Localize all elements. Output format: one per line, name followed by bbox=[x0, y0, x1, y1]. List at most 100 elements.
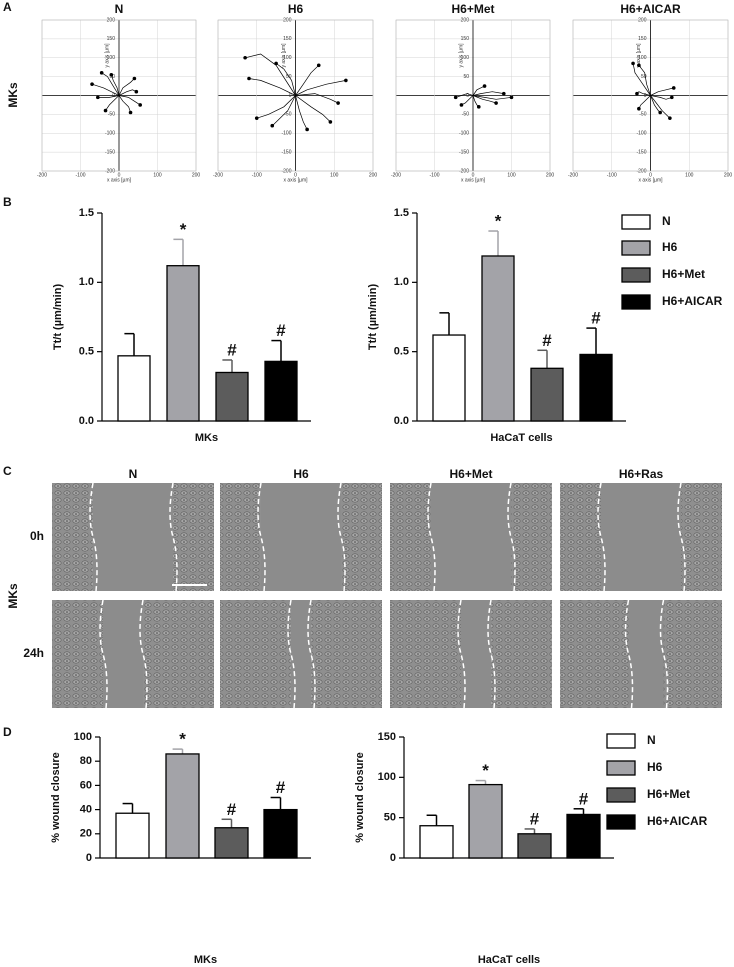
legend-swatch bbox=[621, 240, 651, 256]
track-end bbox=[132, 76, 137, 81]
track-end bbox=[476, 105, 481, 109]
track-end bbox=[243, 55, 247, 60]
panel-label: B bbox=[3, 195, 12, 209]
x-axis-label: x axis [µm] bbox=[107, 177, 132, 183]
bar bbox=[115, 812, 150, 859]
chart-title: H6 bbox=[288, 2, 304, 16]
y-tick-label: -150 bbox=[459, 149, 469, 155]
bar bbox=[263, 808, 298, 859]
significance-mark: * bbox=[482, 761, 489, 780]
track bbox=[472, 91, 504, 96]
track-end bbox=[502, 91, 506, 96]
track bbox=[472, 95, 497, 104]
y-tick-label: 1.5 bbox=[394, 207, 409, 219]
y-tick-label: -150 bbox=[636, 149, 646, 155]
x-tick-label: -100 bbox=[75, 172, 85, 178]
track bbox=[118, 78, 135, 96]
track-end bbox=[658, 110, 662, 115]
column-title: N bbox=[129, 467, 138, 481]
x-tick-label: 200 bbox=[724, 172, 733, 178]
y-tick-label: -50 bbox=[462, 112, 469, 118]
y-tick-label: 0.5 bbox=[79, 346, 94, 358]
track-end bbox=[270, 123, 275, 128]
significance-mark: # bbox=[591, 309, 601, 328]
track-end bbox=[344, 78, 348, 83]
wound-edge bbox=[677, 482, 686, 592]
track-end bbox=[637, 106, 641, 111]
y-tick-label: -200 bbox=[459, 168, 469, 174]
track bbox=[97, 95, 120, 98]
y-tick-label: -100 bbox=[459, 131, 469, 137]
y-tick-label: 0.0 bbox=[79, 415, 94, 427]
y-axis-label: Tt/t (µm/min) bbox=[367, 284, 379, 351]
track-end bbox=[305, 127, 309, 132]
y-tick-label: 1.0 bbox=[394, 276, 409, 288]
track-end bbox=[328, 120, 333, 124]
x-tick-label: 0 bbox=[118, 172, 121, 178]
track-end bbox=[453, 95, 458, 100]
panel-label: D bbox=[3, 725, 12, 739]
x-axis-label: HaCaT cells bbox=[490, 432, 552, 444]
track bbox=[101, 72, 120, 96]
x-tick-label: 0 bbox=[472, 172, 475, 178]
y-tick-label: 100 bbox=[638, 55, 647, 61]
track bbox=[105, 95, 120, 111]
x-tick-label: 100 bbox=[685, 172, 694, 178]
x-tick-label: 100 bbox=[507, 172, 516, 178]
row-label: MKs bbox=[6, 82, 20, 108]
track bbox=[295, 65, 320, 96]
chart-title: H6+AICAR bbox=[620, 2, 681, 16]
track bbox=[295, 95, 331, 123]
legend-swatch bbox=[621, 214, 651, 230]
plot-frame bbox=[41, 19, 197, 172]
track bbox=[91, 83, 120, 96]
x-axis-label: HaCaT cells bbox=[478, 954, 540, 966]
y-tick-label: 150 bbox=[461, 36, 470, 42]
y-axis-label: y axis [µm] bbox=[636, 43, 642, 68]
column-title: H6 bbox=[293, 467, 309, 481]
y-tick-label: -150 bbox=[281, 149, 291, 155]
y-tick-label: 200 bbox=[283, 17, 292, 23]
track bbox=[650, 95, 661, 113]
y-tick-label: 0 bbox=[112, 93, 115, 99]
x-axis-label: x axis [µm] bbox=[461, 177, 486, 183]
y-tick-label: 100 bbox=[378, 771, 396, 783]
chart-title: N bbox=[115, 2, 124, 16]
track bbox=[650, 95, 671, 119]
y-tick-label: 0.5 bbox=[394, 346, 409, 358]
plot-frame bbox=[395, 19, 551, 172]
bar bbox=[481, 255, 515, 422]
row-label: MKs bbox=[6, 583, 20, 609]
track-end bbox=[668, 116, 672, 120]
y-tick-label: -50 bbox=[284, 112, 291, 118]
track-end bbox=[103, 108, 108, 113]
significance-mark: # bbox=[276, 778, 286, 797]
bar bbox=[468, 783, 503, 859]
track-end bbox=[96, 95, 100, 100]
legend-label: H6+Met bbox=[662, 267, 705, 281]
y-tick-label: 150 bbox=[283, 36, 292, 42]
legend-label: N bbox=[647, 733, 656, 747]
y-tick-label: 100 bbox=[461, 55, 470, 61]
bar bbox=[214, 827, 249, 859]
significance-mark: * bbox=[495, 212, 502, 231]
track bbox=[295, 93, 339, 104]
x-tick-label: -100 bbox=[252, 172, 262, 178]
y-tick-label: 200 bbox=[107, 17, 116, 23]
track-end bbox=[138, 103, 142, 107]
bar bbox=[517, 833, 552, 859]
x-axis-label: x axis [µm] bbox=[639, 177, 664, 183]
y-tick-label: 1.5 bbox=[79, 207, 94, 219]
track bbox=[295, 95, 308, 130]
wound-edge bbox=[659, 599, 669, 709]
track bbox=[632, 63, 651, 96]
y-axis-label: y axis [µm] bbox=[281, 43, 287, 68]
bar bbox=[166, 265, 200, 422]
x-axis-label: MKs bbox=[195, 432, 218, 444]
track-end bbox=[509, 95, 514, 100]
legend-swatch bbox=[621, 267, 651, 283]
track bbox=[638, 65, 651, 96]
track-end bbox=[671, 86, 676, 90]
y-tick-label: 1.0 bbox=[79, 276, 94, 288]
